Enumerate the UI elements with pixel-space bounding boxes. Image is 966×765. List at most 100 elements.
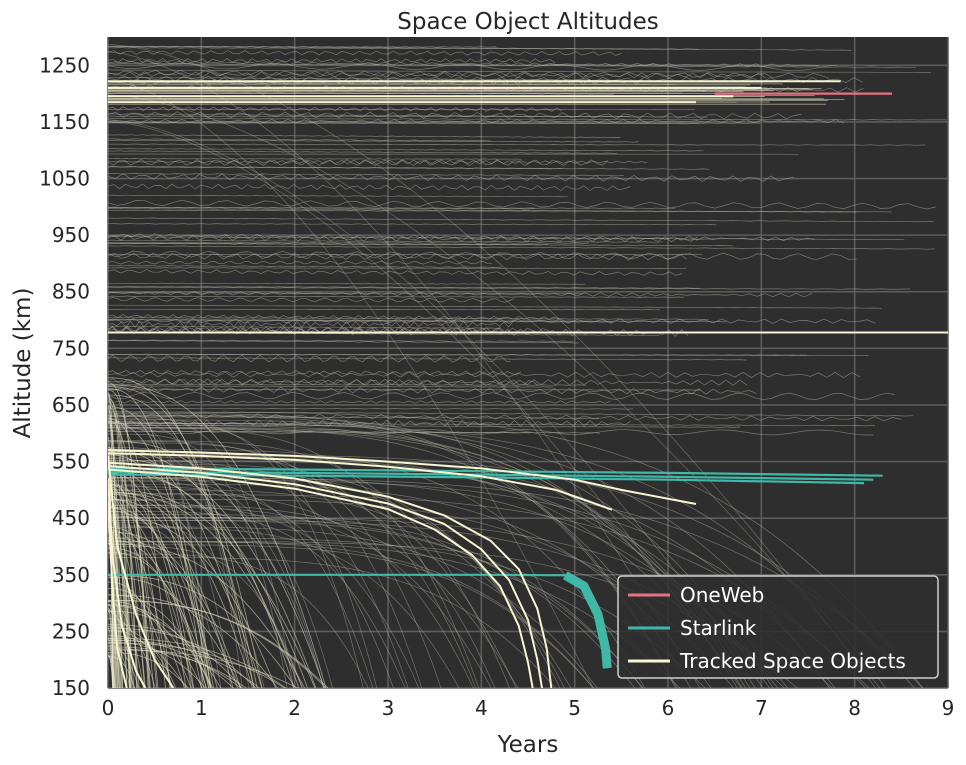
x-tick-label: 6 [662,696,675,720]
object-trace [108,541,680,688]
x-tick-label: 2 [288,696,301,720]
series-tracked-space-objects [108,80,948,688]
series-line [108,461,553,688]
object-trace [108,119,845,124]
object-trace [108,304,882,309]
object-trace [108,158,522,160]
object-trace [108,421,378,688]
object-trace [108,148,704,152]
object-trace [108,484,192,688]
object-trace [108,458,317,688]
object-trace [108,245,935,250]
y-tick-label: 1150 [39,110,90,134]
chart-title: Space Object Altitudes [397,9,658,35]
series-line [108,467,883,477]
series-lines [108,43,948,688]
object-trace [108,454,215,688]
object-trace [108,194,568,198]
object-trace [108,415,676,688]
object-trace [108,627,114,688]
object-trace [108,63,916,69]
object-trace [108,260,493,265]
y-tick-label: 550 [52,450,90,474]
object-trace [108,269,683,276]
object-trace [108,385,553,388]
object-trace [108,577,241,688]
x-tick-label: 9 [942,696,955,720]
series-line [108,452,613,511]
object-trace [108,388,204,688]
object-trace [108,422,830,688]
object-trace [108,76,619,81]
object-trace [108,407,634,410]
object-trace [108,166,710,170]
y-tick-label: 350 [52,563,90,587]
object-trace [108,208,857,213]
object-trace [108,400,611,404]
object-trace [108,524,222,688]
object-trace [108,626,177,688]
object-trace [108,60,819,67]
object-trace [108,354,511,363]
object-trace [108,483,166,688]
object-trace [108,486,150,688]
object-trace [108,120,742,688]
object-trace [108,575,297,688]
object-trace [108,223,717,226]
object-trace [108,529,172,688]
object-trace [108,317,710,320]
y-tick-label: 1250 [39,53,90,77]
object-trace [108,648,247,688]
x-tick-label: 3 [382,696,395,720]
object-trace [108,553,369,688]
object-trace [108,491,263,688]
object-trace [108,384,327,688]
object-trace [108,108,695,111]
object-trace [108,526,598,688]
object-trace [108,453,743,688]
x-tick-label: 0 [102,696,115,720]
object-trace [108,314,560,321]
object-trace [108,504,519,688]
object-trace [108,113,708,118]
object-trace [108,250,857,261]
y-tick-label: 450 [52,506,90,530]
object-trace [108,605,203,688]
object-trace [108,480,158,688]
object-trace [108,119,764,688]
object-trace [108,531,242,688]
object-trace [108,599,329,688]
object-trace [108,447,250,688]
object-trace [108,504,131,688]
background-object-traces [108,43,947,688]
object-trace [108,440,423,688]
object-trace [108,495,155,688]
object-trace [108,143,926,146]
object-trace [108,480,324,688]
object-trace [108,371,861,379]
object-trace [108,517,635,688]
object-trace [108,320,514,328]
object-trace [108,207,676,209]
object-trace [108,624,243,688]
object-trace [108,406,212,688]
y-tick-label: 650 [52,393,90,417]
object-trace [108,357,747,361]
object-trace [108,325,502,329]
y-tick-label: 750 [52,336,90,360]
object-trace [108,267,687,270]
object-trace [108,426,211,688]
object-trace [108,308,660,311]
object-trace [108,199,936,210]
object-trace [108,183,631,191]
y-tick-label: 150 [52,676,90,700]
legend-entry: Starlink [680,616,757,640]
object-trace [108,45,852,51]
x-tick-label: 7 [755,696,768,720]
y-tick-label: 250 [52,619,90,643]
legend: OneWeb Starlink Tracked Space Objects [617,575,939,679]
object-trace [108,378,539,387]
y-tick-label: 850 [52,280,90,304]
object-trace [108,642,206,688]
